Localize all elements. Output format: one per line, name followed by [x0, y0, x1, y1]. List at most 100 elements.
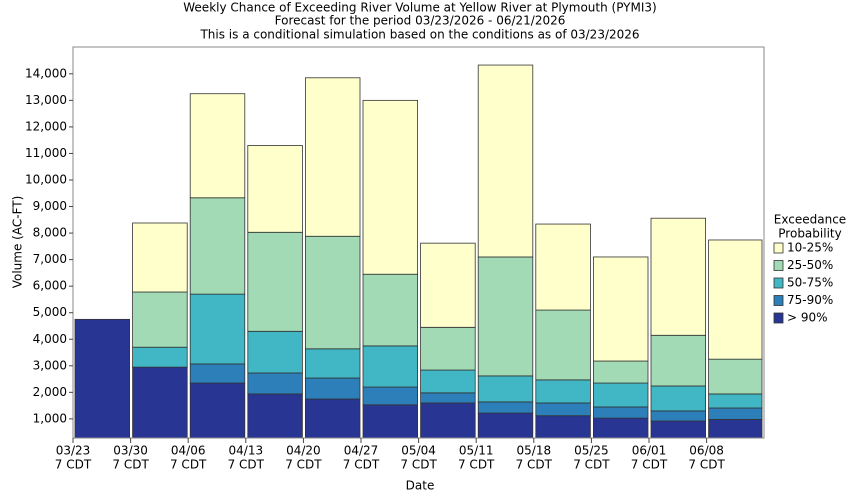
x-tick-label: 03/30: [113, 444, 148, 458]
bar-segment: [708, 407, 763, 420]
y-tick-label: 11,000: [25, 146, 67, 160]
y-tick-label: 1,000: [33, 411, 67, 425]
x-tick-sublabel: 7 CDT: [343, 458, 380, 472]
bar-segment: [477, 256, 534, 377]
x-tick-sublabel: 7 CDT: [285, 458, 322, 472]
x-tick-sublabel: 7 CDT: [228, 458, 265, 472]
y-tick-label: 14,000: [25, 66, 67, 80]
x-tick-label: 05/25: [574, 444, 609, 458]
bar-segment: [304, 377, 361, 400]
bar-segment: [132, 366, 188, 438]
x-tick-label: 04/06: [171, 444, 206, 458]
y-tick-label: 3,000: [33, 358, 67, 372]
bar-segment: [477, 64, 534, 258]
bar-segment: [708, 239, 763, 360]
legend-label: 25-50%: [787, 258, 833, 272]
bar-segment: [593, 360, 649, 384]
bar-segment: [708, 393, 763, 409]
bar-segment: [593, 406, 649, 419]
x-tick-label: 05/18: [517, 444, 552, 458]
bar-segment: [593, 382, 649, 408]
y-axis-label: Volume (AC-FT): [11, 196, 25, 289]
x-tick-sublabel: 7 CDT: [458, 458, 495, 472]
bar-segment: [708, 358, 763, 395]
bar-segment: [132, 291, 188, 348]
legend-swatch: [773, 277, 784, 289]
bar-segment: [420, 326, 476, 371]
legend-label: 75-90%: [787, 293, 833, 307]
legend-label: > 90%: [787, 311, 828, 325]
legend-swatch: [773, 242, 784, 254]
x-tick-label: 06/08: [689, 444, 724, 458]
bar-segment: [420, 392, 476, 404]
bar-segment: [304, 398, 361, 438]
x-tick-label: 06/01: [632, 444, 667, 458]
legend-swatch: [773, 312, 784, 324]
bar-segment: [189, 197, 246, 295]
y-tick-label: 9,000: [33, 199, 67, 213]
legend-label: 50-75%: [787, 276, 833, 290]
legend-title: Probability: [778, 227, 841, 241]
bar-segment: [477, 375, 534, 403]
bar-segment: [477, 401, 534, 414]
bar-segment: [535, 415, 591, 438]
bar-segment: [189, 363, 246, 384]
bar-segment: [132, 346, 188, 368]
y-tick-label: 12,000: [25, 119, 67, 133]
bar-segment: [247, 231, 303, 332]
y-tick-label: 13,000: [25, 93, 67, 107]
bar-segment: [535, 379, 591, 404]
bar-segment: [304, 348, 361, 379]
bar-segment: [420, 242, 476, 328]
bar-segment: [650, 217, 706, 336]
bar-segment: [247, 330, 303, 374]
x-tick-label: 04/20: [286, 444, 321, 458]
legend-label: 10-25%: [787, 241, 833, 255]
bar-segment: [420, 402, 476, 438]
bar-segment: [74, 318, 130, 438]
x-tick-label: 03/23: [56, 444, 91, 458]
bar-segment: [593, 417, 649, 438]
y-tick-label: 6,000: [33, 279, 67, 293]
bar-segment: [362, 273, 418, 347]
plot-area: [74, 64, 763, 438]
y-tick-label: 2,000: [33, 385, 67, 399]
bar-segment: [420, 369, 476, 394]
bar-segment: [593, 256, 649, 362]
bar-segment: [650, 334, 706, 387]
bar-segment: [650, 420, 706, 438]
bar-segment: [535, 309, 591, 381]
bar-segment: [362, 99, 418, 275]
bar-segment: [362, 345, 418, 388]
x-tick-label: 05/11: [459, 444, 494, 458]
bar-segment: [247, 372, 303, 395]
x-tick-sublabel: 7 CDT: [400, 458, 437, 472]
y-tick-label: 5,000: [33, 305, 67, 319]
bar-segment: [535, 223, 591, 311]
bar-segment: [247, 393, 303, 438]
bar-segment: [708, 419, 763, 438]
bar-segment: [477, 412, 534, 438]
chart-title: Weekly Chance of Exceeding River Volume …: [183, 1, 656, 15]
bar-segment: [362, 404, 418, 438]
bar-segment: [247, 145, 303, 233]
legend-swatch: [773, 260, 784, 271]
x-tick-sublabel: 7 CDT: [573, 458, 610, 472]
chart-note: This is a conditional simulation based o…: [199, 28, 639, 42]
y-tick-label: 4,000: [33, 332, 67, 346]
x-tick-sublabel: 7 CDT: [631, 458, 668, 472]
bar-segment: [304, 77, 361, 237]
bar-segment: [189, 382, 246, 438]
bar-segment: [535, 402, 591, 417]
y-tick-label: 7,000: [33, 252, 67, 266]
x-tick-label: 04/13: [229, 444, 264, 458]
bar-segment: [132, 222, 188, 293]
x-tick-label: 04/27: [344, 444, 379, 458]
x-tick-sublabel: 7 CDT: [55, 458, 92, 472]
x-tick-sublabel: 7 CDT: [112, 458, 149, 472]
x-tick-label: 05/04: [401, 444, 436, 458]
bar-segment: [362, 386, 418, 406]
x-tick-sublabel: 7 CDT: [688, 458, 725, 472]
bar-segment: [304, 235, 361, 350]
